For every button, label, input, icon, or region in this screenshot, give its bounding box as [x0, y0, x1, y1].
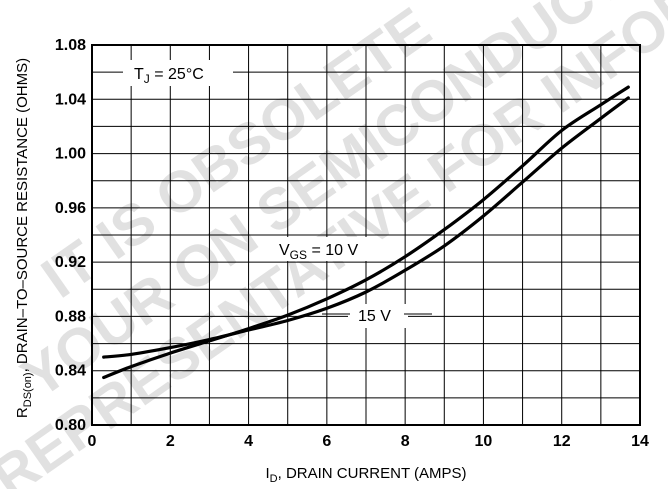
- y-tick-label: 0.88: [55, 308, 86, 325]
- x-tick-label: 6: [322, 433, 331, 450]
- y-tick-label: 1.00: [55, 146, 86, 163]
- x-axis-title: ID, DRAIN CURRENT (AMPS): [265, 465, 466, 485]
- y-tick-label: 0.92: [55, 254, 86, 271]
- x-tick-label: 10: [475, 433, 493, 450]
- y-tick-label: 0.84: [55, 363, 86, 380]
- y-tick-label: 0.96: [55, 200, 86, 217]
- x-tick-label: 0: [88, 433, 97, 450]
- y-tick-label: 0.80: [55, 417, 86, 434]
- y-tick-label: 1.04: [55, 91, 86, 108]
- y-tick-label: 1.08: [55, 37, 86, 54]
- x-tick-label: 8: [401, 433, 410, 450]
- v15-label: 15 V: [358, 308, 391, 325]
- x-tick-label: 14: [631, 433, 649, 450]
- x-tick-label: 4: [244, 433, 253, 450]
- x-tick-labels: 0 2 4 6 8 10 12 14: [88, 433, 649, 450]
- x-tick-label: 12: [553, 433, 571, 450]
- x-tick-label: 2: [166, 433, 175, 450]
